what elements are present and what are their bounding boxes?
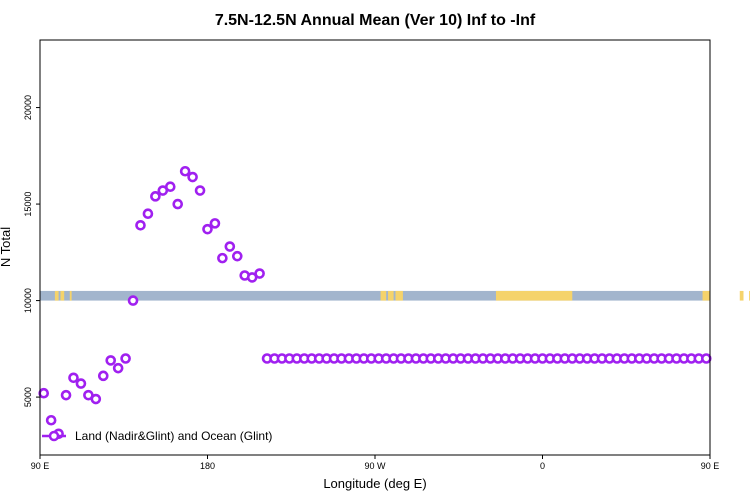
data-point — [202, 223, 213, 235]
data-point — [60, 389, 72, 401]
x-tick-label: 180 — [200, 461, 215, 471]
data-point — [224, 241, 236, 252]
data-point — [97, 370, 109, 382]
y-tick-label: 10000 — [23, 288, 33, 313]
data-point — [187, 171, 198, 183]
data-point — [231, 250, 243, 262]
data-point — [142, 208, 154, 220]
data-points — [38, 165, 712, 440]
data-point — [700, 353, 712, 364]
y-tick-label: 5000 — [23, 387, 33, 407]
world-map-strip — [40, 290, 750, 301]
data-point — [172, 198, 184, 210]
land-segment — [495, 290, 573, 301]
plot-frame — [39, 39, 711, 456]
x-axis-label: Longitude (deg E) — [323, 476, 426, 491]
data-point — [68, 372, 79, 384]
land-segment — [395, 290, 403, 301]
data-point — [135, 220, 146, 231]
data-point — [127, 295, 139, 306]
land-segment — [388, 290, 394, 301]
land-segment — [69, 290, 72, 301]
x-axis: 90 E 180 90 W 0 90 E — [31, 455, 720, 471]
y-axis-label: N Total — [0, 227, 13, 267]
legend-marker-icon — [48, 430, 60, 442]
legend-label: Land (Nadir&Glint) and Ocean (Glint) — [75, 429, 272, 443]
x-tick-label: 90 W — [364, 461, 386, 471]
land-segment — [702, 290, 710, 301]
x-tick-label: 0 — [540, 461, 545, 471]
land-segment — [380, 290, 387, 301]
y-tick-label: 20000 — [23, 95, 33, 120]
y-axis: 5000 10000 15000 20000 — [23, 95, 40, 407]
chart-title: 7.5N-12.5N Annual Mean (Ver 10) Inf to -… — [215, 12, 536, 29]
data-point — [164, 181, 176, 192]
y-tick-label: 15000 — [23, 192, 33, 217]
data-point — [90, 393, 102, 405]
x-tick-label: 90 E — [701, 461, 720, 471]
data-point — [120, 353, 131, 364]
data-point — [254, 268, 265, 279]
data-point — [45, 414, 57, 426]
land-segment — [54, 290, 59, 301]
ocean-band — [40, 290, 710, 301]
data-point — [105, 355, 117, 366]
data-point — [179, 165, 191, 177]
data-point — [38, 387, 50, 399]
land-segment — [60, 290, 65, 301]
data-point — [112, 362, 124, 374]
data-point — [150, 191, 161, 202]
land-segment — [739, 290, 744, 301]
data-point — [75, 378, 87, 389]
data-point — [209, 218, 221, 229]
data-point — [194, 185, 206, 196]
x-tick-label: 90 E — [31, 461, 50, 471]
legend: Land (Nadir&Glint) and Ocean (Glint) — [42, 429, 272, 443]
data-point — [217, 252, 228, 264]
